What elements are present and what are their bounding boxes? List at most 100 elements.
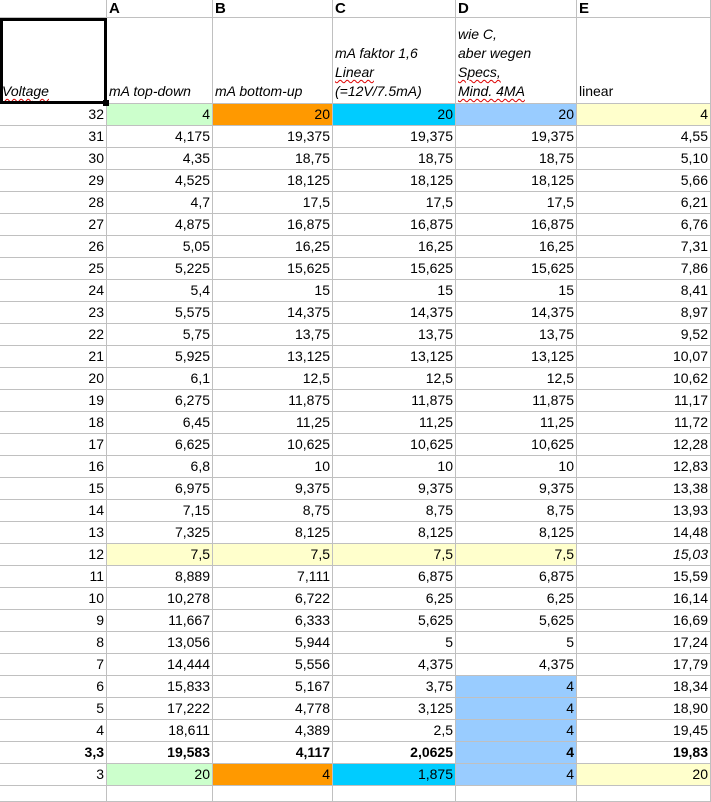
value-cell[interactable]: 19,583	[107, 742, 213, 764]
value-cell[interactable]: 8,97	[577, 302, 711, 324]
value-cell[interactable]: 18,125	[333, 170, 456, 192]
value-cell[interactable]: 18,34	[577, 676, 711, 698]
value-cell[interactable]: 15	[213, 280, 333, 302]
value-cell[interactable]: 5,05	[107, 236, 213, 258]
value-cell[interactable]: 20	[107, 764, 213, 786]
voltage-cell[interactable]: 25	[0, 258, 107, 280]
voltage-cell[interactable]: 19	[0, 390, 107, 412]
value-cell[interactable]: 10,625	[213, 434, 333, 456]
value-cell[interactable]: 16,25	[456, 236, 577, 258]
value-cell[interactable]: 15	[333, 280, 456, 302]
column-header-c[interactable]: C	[333, 0, 456, 18]
value-cell[interactable]: 17,5	[456, 192, 577, 214]
value-cell[interactable]: 18,90	[577, 698, 711, 720]
voltage-cell[interactable]: 6	[0, 676, 107, 698]
header-cell[interactable]: linear	[577, 18, 711, 104]
value-cell[interactable]: 17,79	[577, 654, 711, 676]
value-cell[interactable]: 9,52	[577, 324, 711, 346]
column-header-e[interactable]: E	[577, 0, 711, 18]
value-cell[interactable]: 18,125	[213, 170, 333, 192]
value-cell[interactable]: 20	[213, 104, 333, 126]
voltage-cell[interactable]: 13	[0, 522, 107, 544]
value-cell[interactable]: 6,21	[577, 192, 711, 214]
header-cell[interactable]: mA top-down	[107, 18, 213, 104]
value-cell[interactable]: 6,975	[107, 478, 213, 500]
value-cell[interactable]: 7,325	[107, 522, 213, 544]
cell[interactable]	[0, 786, 107, 802]
value-cell[interactable]: 6,76	[577, 214, 711, 236]
value-cell[interactable]: 6,45	[107, 412, 213, 434]
value-cell[interactable]: 10	[456, 456, 577, 478]
value-cell[interactable]: 16,25	[333, 236, 456, 258]
value-cell[interactable]: 15,625	[333, 258, 456, 280]
value-cell[interactable]: 17,5	[213, 192, 333, 214]
value-cell[interactable]: 7,31	[577, 236, 711, 258]
value-cell[interactable]: 9,375	[456, 478, 577, 500]
value-cell[interactable]: 7,86	[577, 258, 711, 280]
value-cell[interactable]: 16,25	[213, 236, 333, 258]
value-cell[interactable]: 2,0625	[333, 742, 456, 764]
voltage-cell[interactable]: 8	[0, 632, 107, 654]
value-cell[interactable]: 18,125	[456, 170, 577, 192]
value-cell[interactable]: 16,69	[577, 610, 711, 632]
value-cell[interactable]: 6,625	[107, 434, 213, 456]
column-header-b[interactable]: B	[213, 0, 333, 18]
value-cell[interactable]: 8,889	[107, 566, 213, 588]
value-cell[interactable]: 5,4	[107, 280, 213, 302]
value-cell[interactable]: 9,375	[333, 478, 456, 500]
voltage-cell[interactable]: 28	[0, 192, 107, 214]
value-cell[interactable]: 16,875	[456, 214, 577, 236]
value-cell[interactable]: 8,125	[213, 522, 333, 544]
value-cell[interactable]: 11,875	[456, 390, 577, 412]
value-cell[interactable]: 14,375	[333, 302, 456, 324]
value-cell[interactable]: 19,45	[577, 720, 711, 742]
value-cell[interactable]: 12,28	[577, 434, 711, 456]
value-cell[interactable]: 17,24	[577, 632, 711, 654]
value-cell[interactable]: 5,625	[333, 610, 456, 632]
header-cell[interactable]: Voltage	[0, 18, 107, 104]
value-cell[interactable]: 8,75	[456, 500, 577, 522]
value-cell[interactable]: 8,75	[213, 500, 333, 522]
voltage-cell[interactable]: 3	[0, 764, 107, 786]
value-cell[interactable]: 5,944	[213, 632, 333, 654]
value-cell[interactable]: 4	[213, 764, 333, 786]
value-cell[interactable]: 10	[213, 456, 333, 478]
value-cell[interactable]: 5	[333, 632, 456, 654]
header-cell[interactable]: wie C, aber wegen Specs, Mind. 4MA	[456, 18, 577, 104]
value-cell[interactable]: 5,625	[456, 610, 577, 632]
value-cell[interactable]: 6,25	[456, 588, 577, 610]
value-cell[interactable]: 5,556	[213, 654, 333, 676]
value-cell[interactable]: 4	[456, 742, 577, 764]
value-cell[interactable]: 4	[577, 104, 711, 126]
value-cell[interactable]: 1,875	[333, 764, 456, 786]
value-cell[interactable]: 7,5	[333, 544, 456, 566]
value-cell[interactable]: 16,875	[213, 214, 333, 236]
voltage-cell[interactable]: 30	[0, 148, 107, 170]
value-cell[interactable]: 8,75	[333, 500, 456, 522]
value-cell[interactable]: 5,10	[577, 148, 711, 170]
value-cell[interactable]: 18,75	[456, 148, 577, 170]
voltage-cell[interactable]: 23	[0, 302, 107, 324]
value-cell[interactable]: 19,375	[213, 126, 333, 148]
voltage-cell[interactable]: 26	[0, 236, 107, 258]
value-cell[interactable]: 4,175	[107, 126, 213, 148]
cell[interactable]	[456, 786, 577, 802]
value-cell[interactable]: 12,83	[577, 456, 711, 478]
value-cell[interactable]: 11,25	[456, 412, 577, 434]
value-cell[interactable]: 15,833	[107, 676, 213, 698]
value-cell[interactable]: 5,75	[107, 324, 213, 346]
value-cell[interactable]: 11,667	[107, 610, 213, 632]
value-cell[interactable]: 5,167	[213, 676, 333, 698]
value-cell[interactable]: 4,117	[213, 742, 333, 764]
value-cell[interactable]: 13,056	[107, 632, 213, 654]
column-header-a[interactable]: A	[107, 0, 213, 18]
value-cell[interactable]: 4,875	[107, 214, 213, 236]
value-cell[interactable]: 13,125	[456, 346, 577, 368]
voltage-cell[interactable]: 14	[0, 500, 107, 522]
voltage-cell[interactable]: 21	[0, 346, 107, 368]
value-cell[interactable]: 15,625	[213, 258, 333, 280]
value-cell[interactable]: 19,83	[577, 742, 711, 764]
value-cell[interactable]: 2,5	[333, 720, 456, 742]
value-cell[interactable]: 7,111	[213, 566, 333, 588]
value-cell[interactable]: 11,72	[577, 412, 711, 434]
